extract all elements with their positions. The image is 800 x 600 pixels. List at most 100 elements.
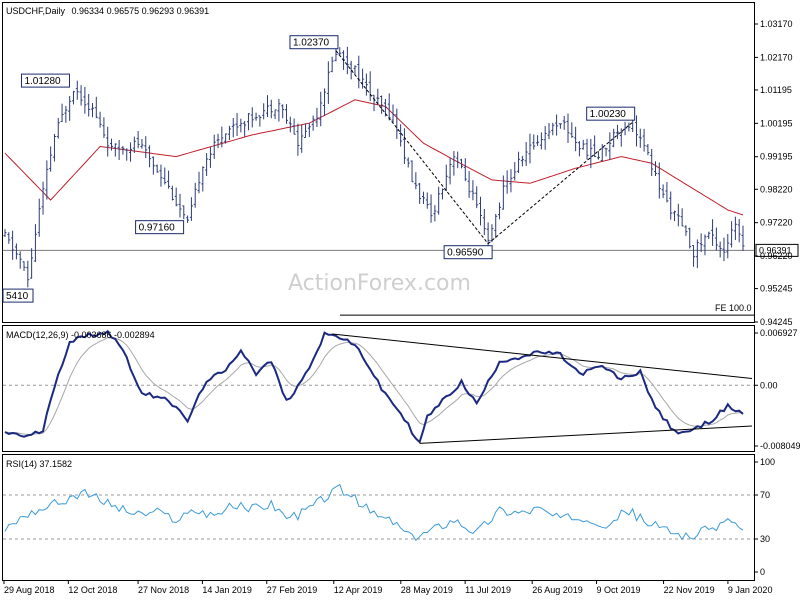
price-bar	[490, 224, 494, 243]
price-bar	[440, 188, 444, 200]
price-layer: 1.01280 0.97160 1.02370 0.96590 1.00230 5410 0…	[2, 35, 799, 316]
price-bar	[482, 208, 486, 236]
price-bar	[262, 103, 266, 120]
xtick-label: 12 Oct 2018	[68, 585, 117, 595]
price-bar	[353, 65, 357, 76]
symbol-label: USDCHF,Daily	[6, 6, 66, 16]
price-bar	[178, 193, 182, 218]
price-bar	[562, 115, 566, 130]
price-bar	[638, 128, 642, 148]
price-ytick-label: 0.99195	[760, 152, 793, 162]
xtick-label: 11 Jul 2019	[465, 585, 511, 595]
price-bar	[612, 128, 616, 148]
price-bar	[125, 148, 129, 161]
price-bar	[246, 113, 250, 131]
price-bar	[467, 171, 471, 198]
price-bar	[543, 126, 547, 150]
price-bar	[650, 148, 654, 177]
annotation-label: 0.97160	[139, 223, 176, 234]
annotation-box	[20, 73, 70, 88]
price-bar	[250, 107, 254, 128]
xtick-label: 12 Apr 2019	[334, 585, 383, 595]
price-ytick-label: 1.01195	[760, 85, 792, 95]
price-bar	[326, 61, 330, 105]
price-bar	[182, 205, 186, 220]
price-bar	[281, 104, 285, 119]
watermark: ActionForex.com	[288, 271, 471, 296]
price-bar	[707, 231, 711, 239]
price-bar	[14, 243, 18, 260]
annotation-box	[586, 106, 636, 121]
xtick-label: 9 Jan 2020	[728, 585, 773, 595]
macd-pane-frame	[2, 325, 755, 452]
price-bar	[718, 241, 722, 258]
price-bar	[574, 126, 578, 152]
price-bar	[338, 47, 342, 56]
price-bar	[159, 164, 163, 187]
fib-trendline	[335, 50, 489, 245]
price-bar	[406, 157, 410, 168]
price-bar	[197, 171, 201, 194]
price-bar	[285, 104, 289, 124]
rsi-ytick-label: 0	[760, 567, 765, 577]
price-bar	[3, 229, 7, 237]
price-bar	[121, 145, 125, 155]
price-annotation: 1.01280	[20, 73, 70, 88]
price-bar	[619, 128, 623, 147]
price-bar	[513, 162, 517, 181]
price-ytick-label: 0.95245	[760, 284, 793, 294]
price-bar	[498, 202, 502, 220]
price-bar	[52, 133, 56, 162]
price-bar	[570, 122, 574, 138]
axis-layer: 1.03170 1.02170 1.01195 1.00195 0.99195 0.982…	[3, 19, 800, 595]
price-bar	[79, 85, 83, 106]
price-bar	[657, 162, 661, 199]
price-bar	[56, 118, 60, 139]
price-bar	[726, 234, 730, 259]
price-bar	[193, 182, 197, 208]
macd-ytick-label: 0.00	[760, 380, 778, 390]
price-bar	[733, 216, 737, 241]
annotation-box	[2, 288, 34, 303]
rsi-header: RSI(14) 37.1582	[6, 459, 72, 469]
price-bar	[186, 215, 190, 223]
annotation-box	[443, 245, 493, 260]
macd-line	[4, 329, 744, 444]
price-bar	[600, 144, 604, 162]
price-bar	[501, 175, 505, 210]
price-bar	[231, 117, 235, 138]
price-bar	[475, 186, 479, 209]
price-ytick-label: 1.02170	[760, 52, 793, 62]
price-bar	[201, 166, 205, 192]
price-bar	[524, 142, 528, 167]
price-bar	[433, 205, 437, 222]
price-bar	[140, 138, 144, 149]
price-bar	[376, 88, 380, 106]
price-bar	[714, 227, 718, 251]
price-bar	[216, 133, 220, 149]
price-bar	[634, 115, 638, 147]
price-bar	[102, 117, 106, 138]
price-bar	[277, 98, 281, 122]
price-bar	[429, 194, 433, 223]
price-bar	[593, 135, 597, 158]
price-bar	[730, 221, 734, 248]
price-bar	[703, 234, 707, 256]
fe-label: FE 100.0	[715, 303, 752, 313]
price-bar	[665, 182, 669, 203]
price-bar	[300, 125, 304, 153]
macd-ytick-label: 0.006927	[760, 328, 798, 338]
current-price-marker: 0.96391	[755, 243, 799, 257]
price-bar	[345, 46, 349, 75]
rsi-pane-frame	[2, 454, 755, 581]
annotation-label: 0.96590	[447, 248, 484, 259]
price-bar	[399, 124, 403, 147]
current-price-box	[755, 243, 799, 257]
price-bar	[311, 115, 315, 131]
price-bar	[364, 73, 368, 96]
price-bar	[151, 156, 155, 175]
price-bar	[566, 113, 570, 143]
annotation-box	[289, 35, 339, 50]
rsi-ytick-label: 70	[760, 490, 770, 500]
